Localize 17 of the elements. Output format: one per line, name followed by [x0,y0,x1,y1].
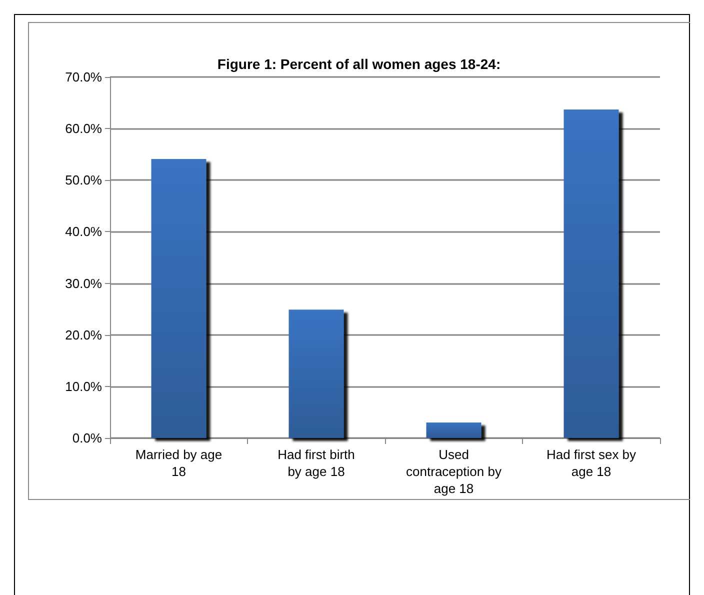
y-tick-label: 40.0% [65,224,102,240]
x-tick-label: Had first sex by age 18 [546,447,637,479]
x-tick-label: Had first birth by age 18 [278,447,355,479]
x-tick-label: Used contraception by age 18 [406,447,502,496]
y-tick-label: 50.0% [65,172,102,188]
y-tick-label: 30.0% [65,276,102,291]
y-tick-label: 60.0% [65,121,102,136]
x-tick-label: Married by age 18 [135,447,222,479]
y-tick-label: 20.0% [65,327,102,342]
y-tick-label: 10.0% [65,378,102,394]
y-tick-label: 70.0% [65,70,102,84]
y-tick-label: 0.0% [72,430,102,446]
bar [151,159,206,438]
bar [426,422,482,438]
bar [288,310,344,438]
bar [564,109,619,438]
chart-title: Figure 1: Percent of all women ages 18-24: [217,56,501,72]
